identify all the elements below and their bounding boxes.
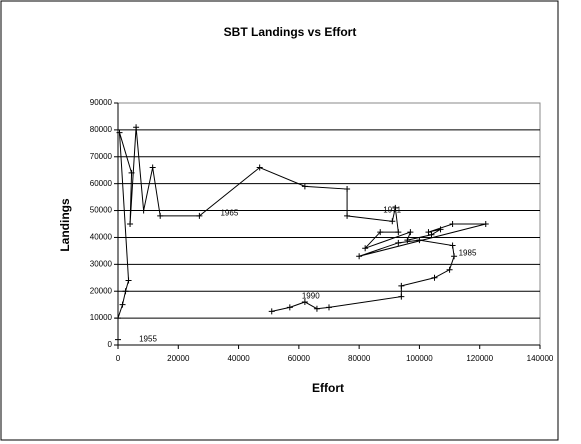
y-tick-label: 80000 — [90, 125, 113, 134]
y-tick-label: 40000 — [90, 233, 113, 242]
y-axis-label: Landings — [58, 198, 72, 252]
point-marker — [389, 218, 396, 225]
y-tick-label: 90000 — [90, 98, 113, 107]
y-tick-label: 10000 — [90, 313, 113, 322]
point-marker — [256, 164, 263, 171]
point-marker — [149, 164, 156, 171]
point-marker — [428, 231, 435, 238]
point-marker — [425, 229, 432, 236]
point-marker — [122, 288, 129, 295]
year-annotation: 1955 — [139, 335, 157, 344]
point-marker — [326, 304, 332, 311]
point-marker — [395, 239, 402, 246]
y-tick-label: 0 — [108, 340, 113, 349]
y-tick-label: 70000 — [90, 152, 113, 161]
point-marker — [301, 298, 308, 305]
year-annotation: 1965 — [220, 208, 238, 217]
point-marker — [449, 242, 456, 249]
point-marker — [482, 221, 489, 227]
point-marker — [125, 277, 132, 284]
point-marker — [437, 226, 444, 233]
y-tick-label: 20000 — [90, 286, 113, 295]
x-tick-label: 40000 — [227, 354, 250, 363]
point-marker — [377, 229, 384, 236]
point-marker — [127, 221, 134, 227]
point-marker — [116, 129, 123, 136]
x-tick-label: 80000 — [348, 354, 371, 363]
point-marker — [133, 124, 140, 131]
point-marker — [416, 237, 423, 244]
point-marker — [301, 183, 308, 190]
point-marker — [128, 169, 135, 176]
point-marker — [157, 212, 164, 219]
point-marker — [286, 304, 293, 311]
year-annotation: 1985 — [459, 249, 477, 258]
point-marker — [196, 212, 203, 219]
x-tick-label: 0 — [116, 354, 121, 363]
point-marker — [449, 221, 456, 227]
x-axis-label: Effort — [312, 381, 344, 395]
year-annotation: 1990 — [302, 292, 320, 301]
y-tick-label: 30000 — [90, 259, 113, 268]
point-marker — [404, 237, 411, 244]
y-tick-label: 50000 — [90, 206, 113, 215]
point-marker — [362, 245, 369, 252]
chart-title: SBT Landings vs Effort — [224, 25, 357, 39]
point-marker — [398, 282, 405, 289]
point-marker — [395, 229, 402, 236]
x-tick-label: 140000 — [527, 354, 554, 363]
year-annotation: 1971 — [383, 206, 401, 215]
x-tick-label: 20000 — [167, 354, 190, 363]
x-tick-label: 120000 — [466, 354, 493, 363]
point-marker — [115, 336, 121, 343]
x-tick-label: 60000 — [288, 354, 311, 363]
point-marker — [451, 253, 458, 260]
point-marker — [431, 274, 438, 281]
point-marker — [407, 229, 414, 236]
point-marker — [356, 253, 363, 260]
point-marker — [313, 305, 320, 312]
point-marker — [446, 266, 453, 273]
point-marker — [344, 212, 351, 219]
point-marker — [268, 308, 275, 315]
point-marker — [392, 204, 399, 211]
point-marker — [115, 315, 121, 322]
point-marker — [344, 186, 351, 193]
point-marker — [140, 207, 147, 214]
point-marker — [119, 301, 126, 308]
x-tick-label: 100000 — [406, 354, 433, 363]
point-marker — [398, 293, 405, 300]
y-tick-label: 60000 — [90, 179, 113, 188]
